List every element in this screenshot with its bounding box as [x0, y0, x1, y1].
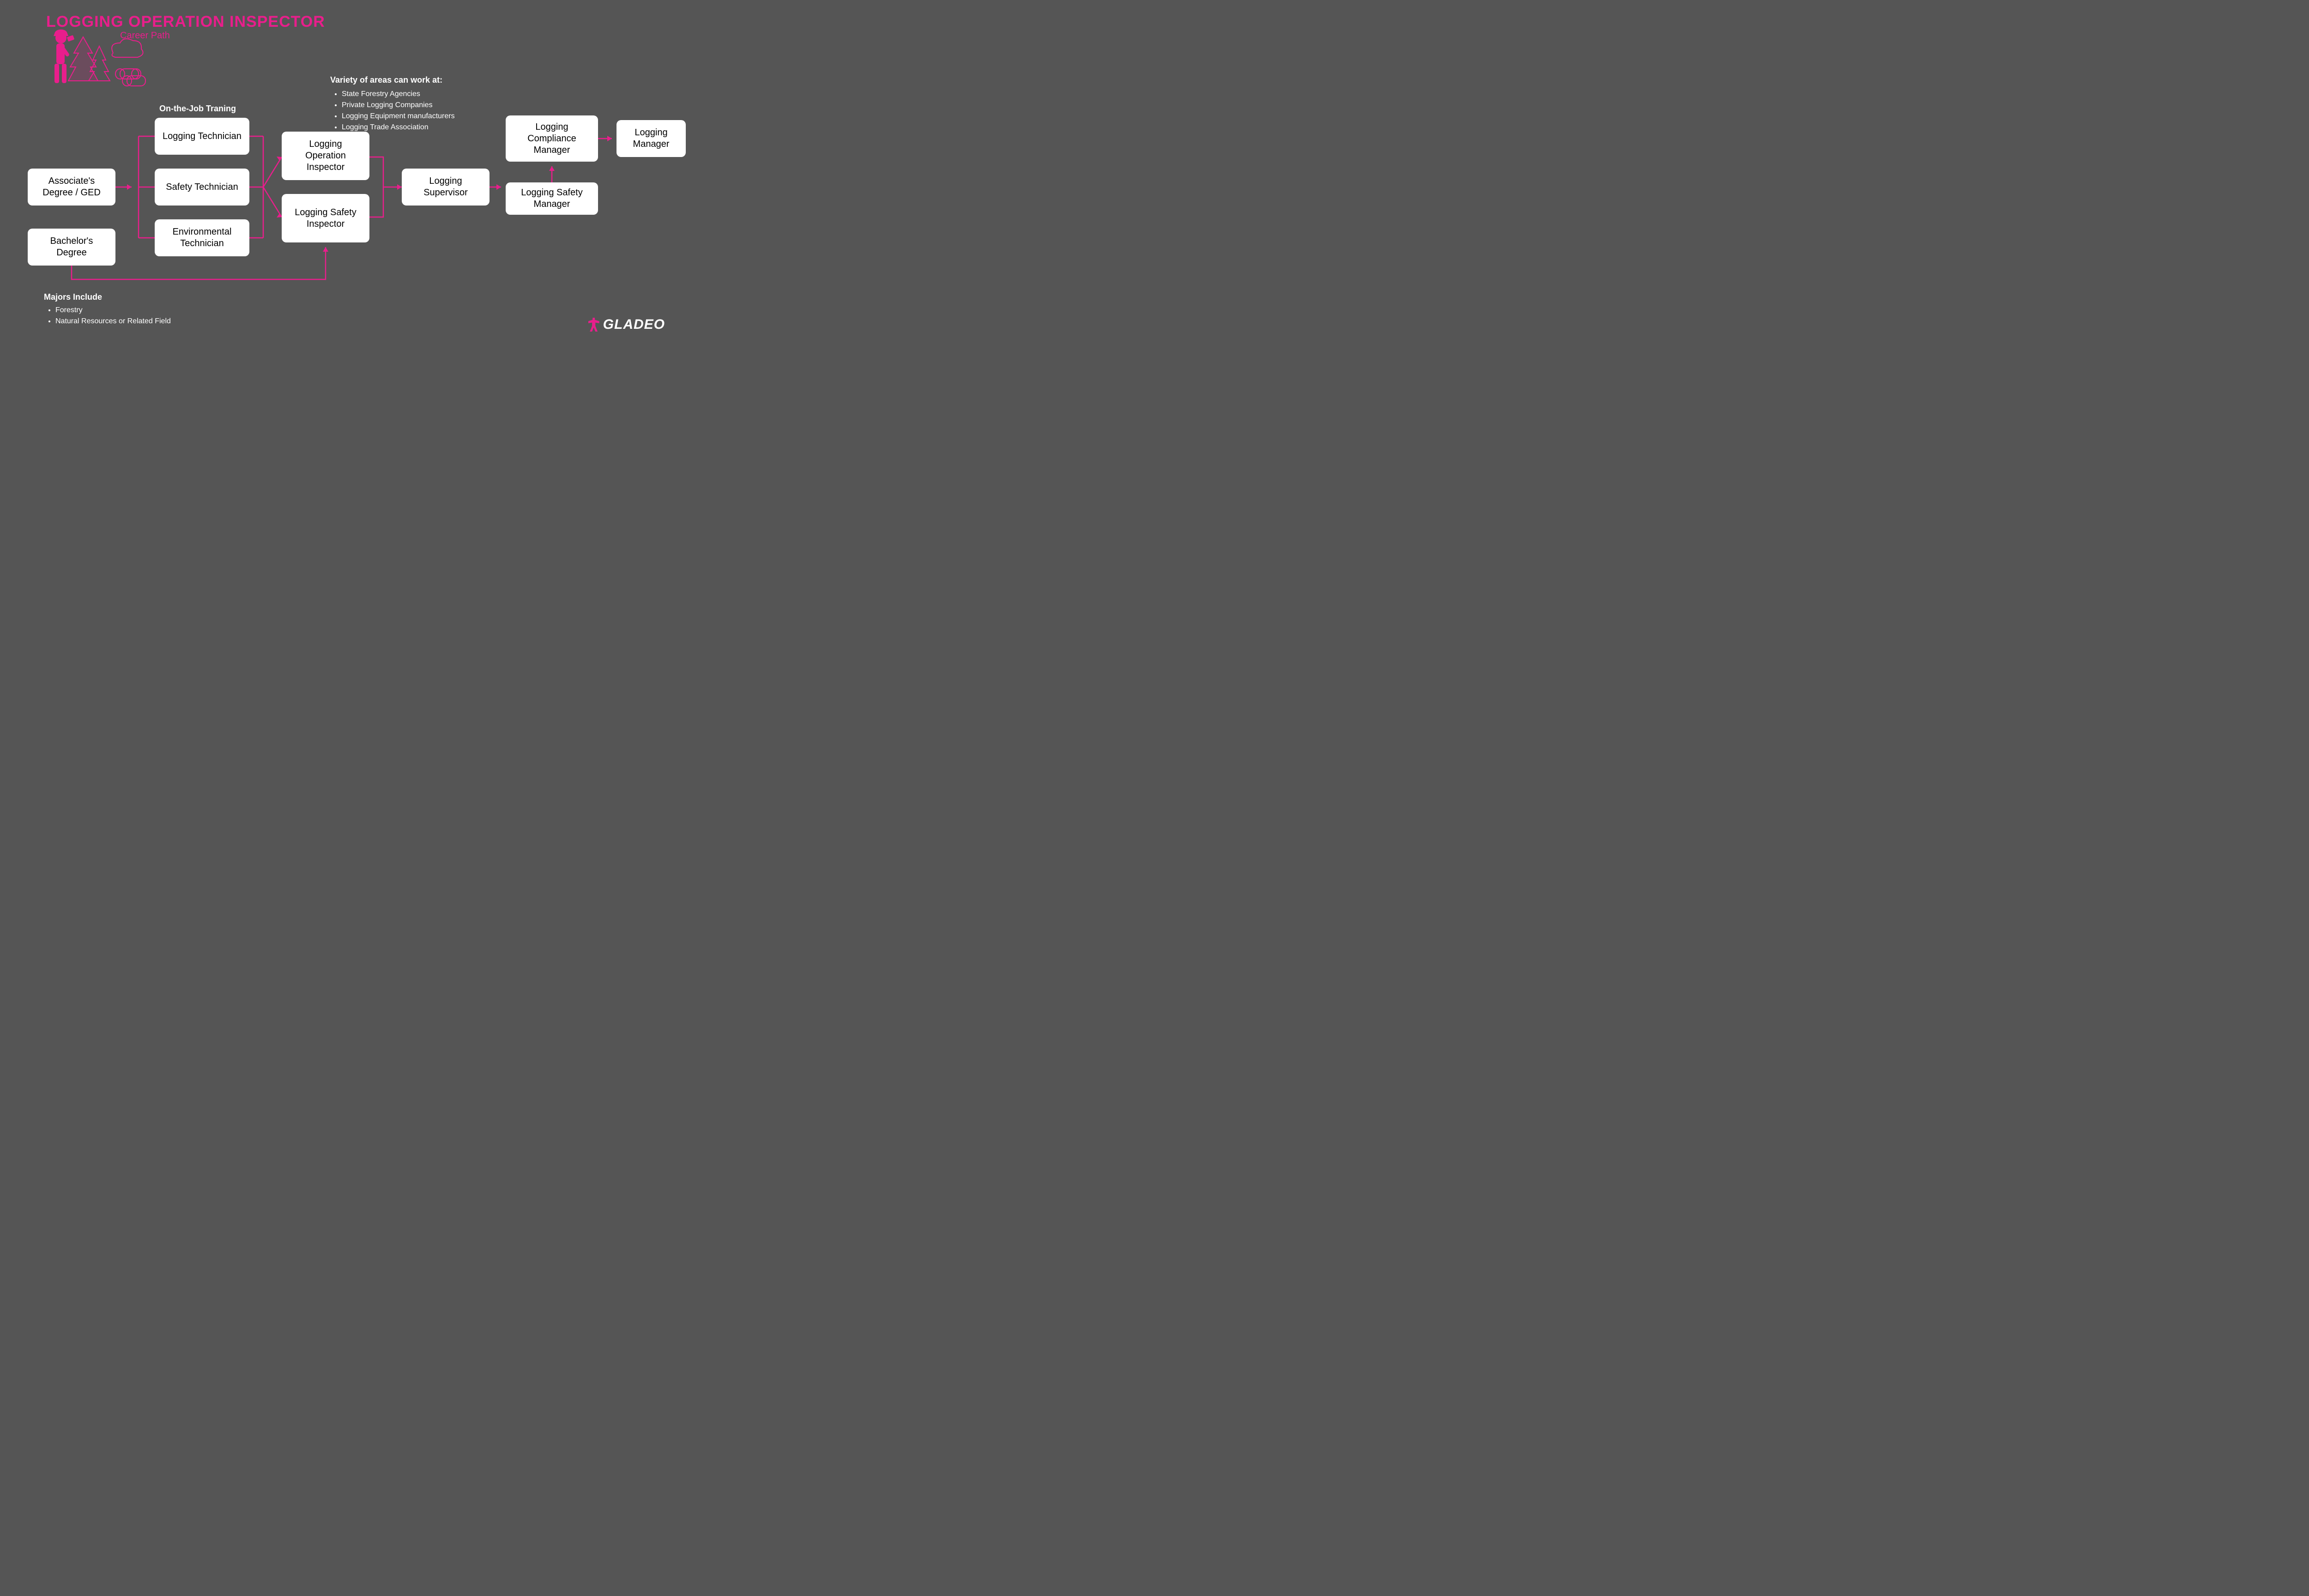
- majors-title: Majors Include: [44, 292, 102, 302]
- work-areas-item: Private Logging Companies: [342, 100, 455, 111]
- work-areas-title: Variety of areas can work at:: [330, 75, 442, 85]
- majors-item: Forestry: [55, 305, 171, 316]
- work-areas-list: State Forestry AgenciesPrivate Logging C…: [332, 89, 455, 133]
- node-safmgr: Logging Safety Manager: [506, 182, 598, 215]
- gladeo-logo-icon: [588, 318, 599, 332]
- node-opinsp: Logging Operation Inspector: [282, 132, 369, 180]
- node-super: Logging Supervisor: [402, 169, 490, 206]
- node-assoc: Associate's Degree / GED: [28, 169, 115, 206]
- gladeo-logo: GLADEO: [588, 317, 665, 332]
- node-compmgr: Logging Compliance Manager: [506, 115, 598, 162]
- majors-item: Natural Resources or Related Field: [55, 316, 171, 327]
- node-logtech: Logging Technician: [155, 118, 249, 155]
- logger-scene-icon: [46, 28, 152, 90]
- gladeo-logo-text: GLADEO: [603, 317, 665, 332]
- majors-list: ForestryNatural Resources or Related Fie…: [46, 305, 171, 327]
- node-safinsp: Logging Safety Inspector: [282, 194, 369, 242]
- node-logmgr: Logging Manager: [617, 120, 686, 157]
- node-envtech: Environmental Technician: [155, 219, 249, 256]
- work-areas-item: State Forestry Agencies: [342, 89, 455, 100]
- work-areas-item: Logging Equipment manufacturers: [342, 111, 455, 122]
- node-bach: Bachelor's Degree: [28, 229, 115, 266]
- node-saftech: Safety Technician: [155, 169, 249, 206]
- training-section-label: On-the-Job Traning: [159, 104, 236, 114]
